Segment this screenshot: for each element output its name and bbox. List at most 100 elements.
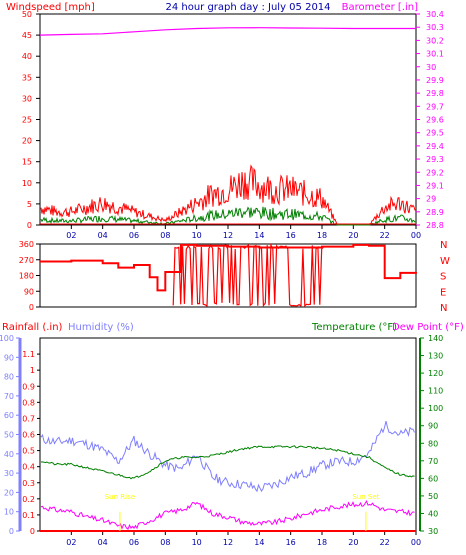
- humidity-tick-label: 30: [4, 469, 14, 478]
- y-tick-label: 35: [22, 73, 32, 82]
- compass-label: W: [440, 256, 450, 267]
- temperature-tick-label: 70: [428, 457, 438, 466]
- humidity-line: [40, 420, 415, 493]
- temperature-tick-label: 110: [428, 387, 443, 396]
- rainfall-tick-label: 0.7: [22, 414, 35, 423]
- humidity-tick-label: 40: [4, 450, 14, 459]
- rainfall-tick-label: 0.6: [22, 431, 35, 440]
- x-tick-label: 04: [98, 231, 108, 240]
- rainfall-tick-label: 0.1: [22, 511, 35, 520]
- humidity-tick-label: 80: [4, 373, 14, 382]
- x-tick-label: 04: [98, 538, 108, 547]
- x-tick-label: 00: [411, 538, 421, 547]
- y-tick-label: 10: [22, 179, 32, 188]
- x-tick-label: 10: [192, 538, 202, 547]
- y-tick-label: 15: [22, 158, 32, 167]
- x-tick-label: 06: [129, 231, 139, 240]
- x-tick-label: 02: [66, 538, 76, 547]
- temperature-tick-label: 40: [428, 509, 438, 518]
- rainfall-tick-label: 1.1: [22, 350, 35, 359]
- y-tick-label: 270: [19, 256, 34, 265]
- rainfall-tick-label: 0.5: [22, 447, 35, 456]
- humidity-tick-label: 20: [4, 488, 14, 497]
- y-tick-label: 40: [22, 52, 32, 61]
- wind-x-axis: 02 04 06 08 10 12 14 16 18 20 22 00: [66, 225, 421, 240]
- y-right-tick-label: 30: [426, 63, 436, 72]
- rainfall-y-axis: 0 0.1 0.2 0.3 0.4 0.5 0.6 0.7 0.8 0.9 1 1.1: [22, 350, 40, 536]
- barometer-line: [39, 27, 416, 36]
- humidity-tick-label: 70: [4, 392, 14, 401]
- humidity-tick-label: 90: [4, 353, 14, 362]
- x-tick-label: 20: [348, 231, 358, 240]
- temperature-tick-label: 30: [428, 527, 438, 536]
- windspeed-average-line: [40, 206, 416, 226]
- direction-variation-line: [172, 243, 325, 308]
- y-right-tick-label: 30.4: [426, 10, 444, 19]
- y-right-tick-label: 28.9: [426, 208, 444, 217]
- climate-x-axis: 02 04 06 08 10 12 14 16 18 20 22 00: [66, 531, 421, 547]
- x-tick-label: 12: [223, 231, 233, 240]
- humidity-tick-label: 0: [9, 527, 14, 536]
- y-tick-label: 30: [22, 94, 32, 103]
- x-tick-label: 14: [254, 538, 264, 547]
- y-tick-label: 90: [24, 287, 34, 296]
- y-tick-label: 5: [27, 200, 32, 209]
- barometer-axis-label: Barometer [.in]: [342, 2, 418, 13]
- x-tick-label: 18: [317, 231, 327, 240]
- temperature-tick-label: 50: [428, 492, 438, 501]
- y-right-tick-label: 30.1: [426, 50, 444, 59]
- dewpoint-axis-label: Dew Point (°F): [392, 322, 464, 333]
- temperature-tick-label: 120: [428, 369, 443, 378]
- y-tick-label: 0: [29, 303, 34, 312]
- sunset-label: Sun Set: [352, 493, 379, 501]
- humidity-tick-label: 10: [4, 508, 14, 517]
- y-tick-label: 50: [22, 10, 32, 19]
- y-right-tick-label: 30.3: [426, 23, 444, 32]
- x-tick-label: 16: [286, 538, 296, 547]
- x-tick-label: 00: [411, 231, 421, 240]
- x-tick-label: 22: [380, 231, 390, 240]
- wind-y-axis: 0 5 10 15 20 25 30 35 40 45 50: [22, 10, 40, 230]
- temperature-axis-label: Temperature (°F): [311, 322, 397, 333]
- y-right-tick-label: 29: [426, 195, 436, 204]
- y-tick-label: 25: [22, 116, 32, 125]
- rainfall-tick-label: 1: [30, 366, 35, 375]
- y-right-tick-label: 29.1: [426, 181, 444, 190]
- temperature-tick-label: 130: [428, 352, 443, 361]
- barometer-y-axis: 28.8 28.9 29 29.1 29.2 29.3 29.4 29.5 29.6 29.7 29…: [416, 10, 444, 230]
- y-tick-label: 360: [19, 240, 34, 249]
- x-tick-label: 08: [160, 231, 170, 240]
- humidity-tick-label: 60: [4, 411, 14, 420]
- x-tick-label: 18: [317, 538, 327, 547]
- compass-label: N: [440, 303, 447, 314]
- x-tick-label: 10: [192, 231, 202, 240]
- temperature-tick-label: 80: [428, 439, 438, 448]
- rainfall-tick-label: 0.2: [22, 495, 35, 504]
- wind-series: [39, 27, 416, 226]
- compass-label: S: [440, 272, 446, 283]
- temperature-tick-label: 100: [428, 404, 443, 413]
- humidity-y-axis: 0 10 20 30 40 50 60 70 80 90 100: [0, 334, 22, 536]
- x-tick-label: 08: [160, 538, 170, 547]
- rainfall-tick-label: 0.3: [22, 479, 35, 488]
- temperature-tick-label: 140: [428, 334, 443, 343]
- y-right-tick-label: 29.2: [426, 168, 444, 177]
- chart-title: 24 hour graph day : July 05 2014: [165, 2, 330, 13]
- x-tick-label: 16: [286, 231, 296, 240]
- climate-series: [40, 420, 416, 532]
- y-right-tick-label: 30.2: [426, 36, 444, 45]
- y-tick-label: 20: [22, 137, 32, 146]
- sun-annotations: Sun Rise Sun Set: [105, 493, 380, 531]
- direction-series: [40, 243, 417, 308]
- windspeed-axis-label: Windspeed [mph]: [6, 2, 95, 13]
- dewpoint-line: [40, 499, 415, 530]
- compass-label: E: [440, 287, 446, 298]
- sunrise-label: Sun Rise: [105, 493, 135, 501]
- y-right-tick-label: 29.7: [426, 102, 444, 111]
- y-tick-label: 180: [19, 272, 34, 281]
- temperature-tick-label: 60: [428, 474, 438, 483]
- rainfall-axis-label: Rainfall (.in): [2, 322, 63, 333]
- x-tick-label: 22: [380, 538, 390, 547]
- temperature-tick-label: 90: [428, 422, 438, 431]
